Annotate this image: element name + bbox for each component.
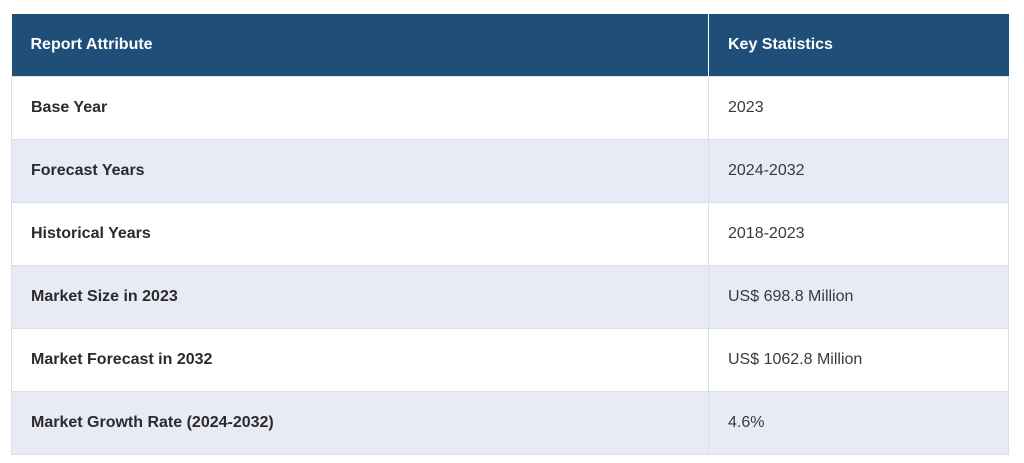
table-row: Base Year 2023 (11, 75, 1009, 139)
value-cell: 2023 (708, 75, 1009, 139)
table-row: Forecast Years 2024-2032 (11, 138, 1009, 202)
table-header: Report Attribute Key Statistics (11, 14, 1009, 76)
column-header-report-attribute: Report Attribute (11, 14, 709, 76)
value-cell: 4.6% (708, 390, 1009, 455)
report-statistics-table: Report Attribute Key Statistics Base Yea… (11, 14, 1009, 455)
table-row: Market Growth Rate (2024-2032) 4.6% (11, 390, 1009, 455)
attribute-cell: Forecast Years (11, 138, 709, 202)
attribute-cell: Market Growth Rate (2024-2032) (11, 390, 709, 455)
value-cell: US$ 698.8 Million (708, 264, 1009, 328)
table-row: Market Size in 2023 US$ 698.8 Million (11, 264, 1009, 328)
value-cell: US$ 1062.8 Million (708, 327, 1009, 391)
attribute-cell: Base Year (11, 75, 709, 139)
attribute-cell: Historical Years (11, 201, 709, 265)
table-row: Market Forecast in 2032 US$ 1062.8 Milli… (11, 327, 1009, 391)
attribute-cell: Market Size in 2023 (11, 264, 709, 328)
table-header-row: Report Attribute Key Statistics (11, 14, 1009, 76)
report-statistics-table-container: Report Attribute Key Statistics Base Yea… (11, 14, 1009, 455)
value-cell: 2018-2023 (708, 201, 1009, 265)
table-row: Historical Years 2018-2023 (11, 201, 1009, 265)
column-header-key-statistics: Key Statistics (708, 14, 1009, 76)
value-cell: 2024-2032 (708, 138, 1009, 202)
attribute-cell: Market Forecast in 2032 (11, 327, 709, 391)
table-body: Base Year 2023 Forecast Years 2024-2032 … (11, 75, 1009, 455)
